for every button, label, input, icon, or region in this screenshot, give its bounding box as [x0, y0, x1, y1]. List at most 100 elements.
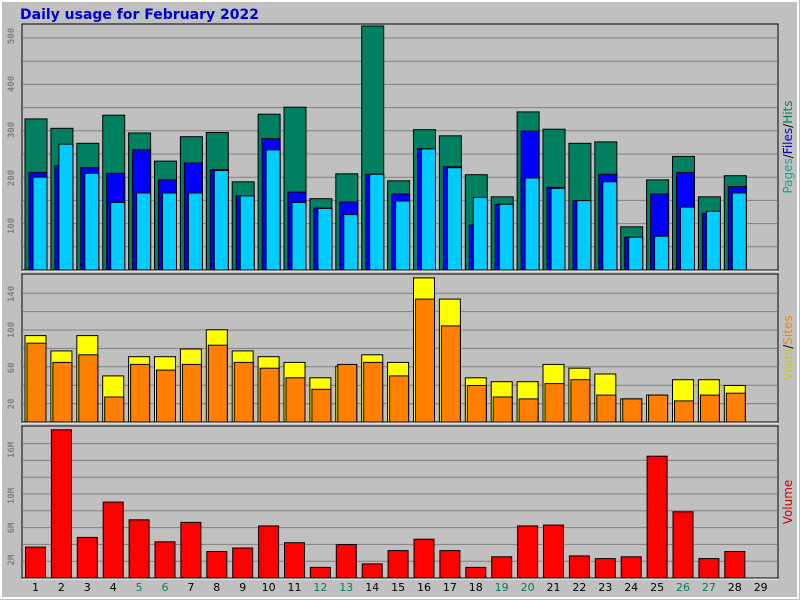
x-tick-label-day-17: 17	[443, 581, 457, 594]
bar-pages-6	[162, 192, 177, 271]
bar-visits-24	[622, 398, 643, 423]
x-tick-label-day-23: 23	[598, 581, 612, 594]
bar-pages-28	[731, 192, 747, 271]
bar-visits-7	[181, 363, 202, 423]
y-tick-label: 300	[7, 122, 17, 138]
bar-visits-21	[544, 383, 565, 423]
bar-volume-28	[724, 551, 746, 579]
x-tick-label-day-25: 25	[650, 581, 664, 594]
y-tick-label: 100	[7, 218, 17, 234]
bar-visits-20	[518, 398, 539, 423]
bar-pages-1	[32, 176, 48, 271]
bar-visits-9	[233, 361, 254, 423]
x-tick-label-day-16: 16	[417, 581, 431, 594]
legend-part: /	[781, 344, 795, 349]
x-tick-label-day-4: 4	[110, 581, 117, 594]
bar-volume-23	[594, 558, 616, 579]
bar-visits-23	[596, 394, 617, 423]
bar-volume-12	[309, 566, 331, 579]
legend-part: Files	[781, 128, 795, 154]
bar-volume-15	[387, 550, 409, 579]
bar-visits-11	[285, 377, 306, 423]
bar-volume-8	[206, 551, 228, 579]
bar-volume-19	[491, 556, 513, 579]
x-tick-label-day-28: 28	[728, 581, 742, 594]
bar-visits-10	[259, 367, 280, 423]
series-legend-label: Volume	[781, 480, 795, 525]
bar-visits-15	[389, 375, 410, 423]
x-tick-label-day-3: 3	[84, 581, 91, 594]
legend-part: Volume	[781, 480, 795, 525]
bar-visits-14	[363, 361, 384, 423]
bar-visits-16	[415, 298, 435, 423]
bar-volume-21	[543, 524, 564, 579]
bar-pages-7	[187, 192, 203, 271]
bar-pages-10	[265, 149, 281, 271]
y-tick-label: 2M	[7, 554, 17, 565]
y-tick-label: 100	[7, 322, 17, 338]
bar-pages-22	[576, 200, 592, 271]
x-tick-label-day-9: 9	[239, 581, 246, 594]
x-tick-label-day-21: 21	[547, 581, 561, 594]
bar-volume-17	[439, 550, 461, 579]
x-tick-label-day-24: 24	[624, 581, 638, 594]
bar-volume-22	[568, 555, 590, 579]
series-legend-label: Visits/Sites	[781, 315, 795, 380]
legend-part: Hits	[781, 100, 795, 123]
x-tick-label-day-10: 10	[262, 581, 276, 594]
bar-pages-24	[628, 236, 644, 271]
y-tick-label: 60	[7, 363, 17, 374]
bar-pages-26	[680, 206, 695, 271]
bar-pages-23	[602, 181, 618, 271]
panel-3: 2M 6M 10M 16M Volume	[7, 425, 795, 580]
x-tick-label-day-1: 1	[32, 581, 39, 594]
x-tick-label-day-22: 22	[572, 581, 586, 594]
bar-pages-9	[239, 195, 255, 271]
x-tick-label-day-15: 15	[391, 581, 405, 594]
legend-part: Visits	[781, 349, 795, 381]
y-tick-label: 140	[7, 286, 17, 302]
bar-visits-25	[648, 394, 669, 423]
bar-visits-12	[311, 388, 332, 423]
bar-pages-27	[705, 210, 721, 271]
legend-part: Sites	[781, 315, 795, 344]
bar-volume-16	[413, 538, 435, 579]
bar-visits-2	[52, 361, 73, 423]
bar-volume-11	[284, 542, 305, 579]
bar-pages-3	[84, 172, 100, 271]
bar-volume-10	[258, 525, 280, 579]
bar-pages-5	[136, 192, 152, 271]
x-tick-label-day-6: 6	[162, 581, 169, 594]
bar-volume-20	[517, 525, 539, 579]
bar-visits-8	[207, 344, 228, 423]
bar-pages-21	[550, 187, 566, 271]
bar-volume-5	[128, 519, 150, 579]
x-tick-label-day-14: 14	[365, 581, 379, 594]
x-tick-label-day-8: 8	[213, 581, 220, 594]
bar-visits-3	[78, 354, 99, 423]
y-tick-label: 20	[7, 399, 17, 410]
bar-pages-2	[58, 143, 74, 271]
bar-volume-2	[50, 429, 72, 579]
bar-volume-3	[76, 536, 98, 579]
bar-volume-27	[698, 558, 720, 579]
chart-title: Daily usage for February 2022	[20, 7, 259, 23]
bar-volume-14	[361, 563, 383, 579]
bar-visits-5	[130, 363, 151, 423]
bar-volume-18	[465, 566, 487, 579]
legend-part: /	[781, 153, 795, 158]
bar-volume-26	[672, 511, 694, 579]
series-legend-label: Pages/Files/Hits	[781, 100, 795, 193]
bar-pages-17	[446, 167, 462, 271]
bar-visits-13	[337, 363, 358, 423]
x-tick-label-day-11: 11	[288, 581, 302, 594]
bar-volume-6	[154, 541, 176, 579]
bar-pages-8	[213, 170, 229, 271]
y-tick-label: 200	[7, 170, 17, 186]
legend-part: /	[781, 123, 795, 128]
bar-pages-19	[498, 203, 514, 271]
x-tick-label-day-19: 19	[495, 581, 509, 594]
